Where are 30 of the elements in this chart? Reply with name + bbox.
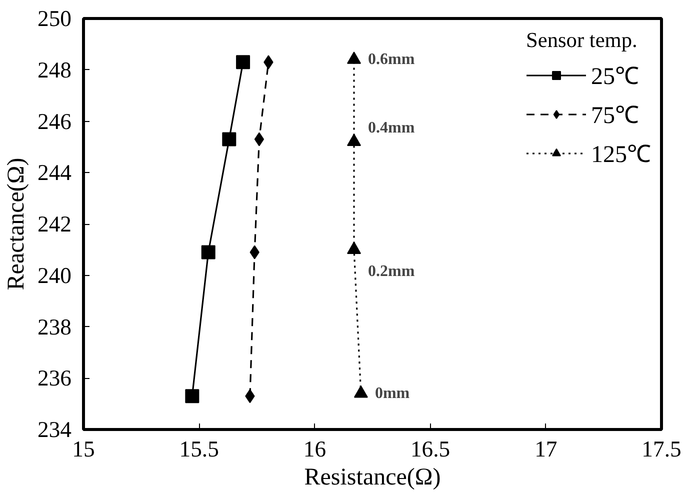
annotation: 0.6mm bbox=[368, 51, 416, 68]
x-tick-label: 17.5 bbox=[642, 436, 682, 462]
point bbox=[236, 55, 250, 70]
point bbox=[254, 132, 264, 146]
legend-label: 75℃ bbox=[591, 102, 639, 130]
y-tick-label: 238 bbox=[38, 314, 72, 340]
x-tick-label: 15 bbox=[72, 436, 95, 462]
y-tick-label: 242 bbox=[38, 212, 72, 236]
y-tick-label: 234 bbox=[38, 417, 72, 442]
y-axis-title: Reactance(Ω) bbox=[4, 158, 30, 290]
y-tick-label: 236 bbox=[38, 366, 72, 391]
point bbox=[185, 389, 200, 404]
x-tick-label: 16.5 bbox=[410, 436, 450, 462]
legend-label: 25℃ bbox=[591, 63, 639, 91]
y-tick-label: 246 bbox=[38, 108, 72, 134]
annotation: 0.4mm bbox=[368, 119, 416, 136]
y-tick-label: 250 bbox=[38, 6, 72, 31]
annotation: 0.2mm bbox=[368, 263, 416, 280]
legend-label: 125℃ bbox=[591, 141, 651, 169]
y-tick-label: 248 bbox=[38, 57, 72, 82]
point bbox=[201, 245, 216, 260]
y-tick-label: 244 bbox=[38, 160, 72, 186]
x-tick-label: 16 bbox=[303, 436, 326, 462]
point bbox=[222, 132, 236, 146]
annotation: 0mm bbox=[374, 385, 410, 402]
x-tick-label: 17 bbox=[534, 436, 558, 462]
x-tick-label: 15.5 bbox=[179, 436, 219, 462]
x-axis-title: Resistance(Ω) bbox=[304, 464, 441, 490]
y-tick-label: 240 bbox=[38, 262, 72, 288]
legend-title: Sensor temp. bbox=[526, 28, 638, 53]
